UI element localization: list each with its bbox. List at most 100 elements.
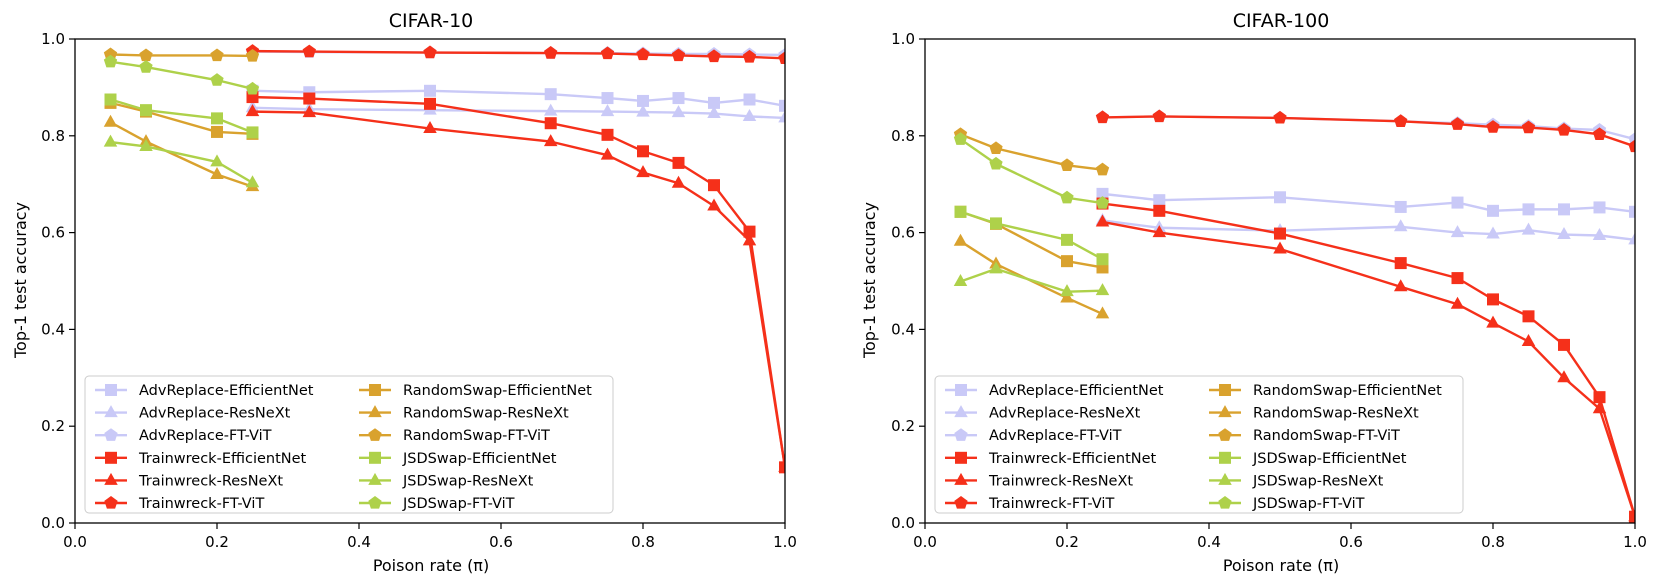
data-point: [707, 106, 721, 119]
legend-label: AdvReplace-ResNeXt: [139, 406, 291, 422]
data-point: [1095, 214, 1110, 227]
data-point: [953, 132, 968, 145]
legend-marker: [368, 472, 382, 485]
legend-label: RandomSwap-ResNeXt: [403, 406, 569, 422]
data-point: [1152, 225, 1167, 238]
data-point: [1060, 190, 1074, 204]
data-point: [1558, 338, 1570, 351]
data-point: [1095, 196, 1110, 209]
y-tick-label: 0.0: [41, 514, 65, 532]
legend-label: Trainwreck-ResNeXt: [988, 473, 1133, 489]
data-point: [600, 104, 615, 117]
y-tick-label: 0.4: [41, 320, 65, 338]
legend-label: AdvReplace-ResNeXt: [989, 406, 1141, 422]
data-point: [1487, 293, 1499, 306]
data-point: [989, 141, 1003, 155]
data-point: [139, 138, 153, 151]
legend-entry: JSDSwap-ResNeXt: [359, 472, 534, 489]
y-tick-label: 1.0: [891, 30, 915, 48]
data-point: [742, 233, 757, 246]
y-tick-label: 0.6: [41, 224, 65, 242]
data-point: [1095, 110, 1110, 124]
data-point: [1152, 109, 1166, 123]
data-point: [424, 97, 436, 110]
data-point: [1450, 117, 1465, 130]
legend-entry: JSDSwap-FT-ViT: [359, 496, 515, 512]
data-point: [245, 81, 260, 95]
chart-title: CIFAR-10: [389, 10, 474, 32]
data-point: [636, 165, 650, 178]
data-point: [1060, 158, 1074, 171]
data-point: [1096, 187, 1109, 200]
data-point: [1274, 227, 1286, 240]
data-point: [743, 225, 756, 238]
legend-entry: Trainwreck-FT-ViT: [95, 496, 264, 512]
series-line: [252, 89, 785, 107]
legend-marker: [1219, 384, 1231, 396]
legend-entry: Trainwreck-ResNeXt: [945, 472, 1133, 489]
data-point: [778, 51, 785, 65]
x-tick-label: 1.0: [1623, 533, 1647, 551]
series-JSDSwap-ResNeXt: [103, 134, 260, 188]
series-line: [1102, 192, 1635, 213]
legend-label: Trainwreck-EfficientNet: [138, 451, 307, 467]
series-line: [110, 60, 253, 91]
data-point: [210, 167, 224, 180]
legend-entry: RandomSwap-FT-ViT: [359, 428, 550, 444]
data-point: [210, 48, 224, 62]
x-tick-label: 1.0: [773, 533, 797, 551]
data-point: [1061, 233, 1073, 246]
series-line: [1102, 220, 1635, 518]
plot-area: [953, 109, 1635, 523]
data-point: [210, 73, 224, 86]
plot-area: [103, 44, 785, 474]
data-point: [303, 92, 316, 105]
legend-entry: JSDSwap-FT-ViT: [1209, 496, 1365, 512]
series-line: [1102, 219, 1635, 242]
series-line: [110, 140, 254, 184]
legend-label: RandomSwap-ResNeXt: [1253, 406, 1419, 422]
data-point: [1394, 114, 1408, 127]
data-point: [139, 60, 153, 73]
y-tick-label: 1.0: [41, 30, 65, 48]
legend-entry: JSDSwap-EfficientNet: [1209, 451, 1407, 467]
legend-label: RandomSwap-FT-ViT: [403, 428, 550, 444]
data-point: [1486, 315, 1500, 328]
legend-entry: RandomSwap-EfficientNet: [359, 383, 592, 399]
data-point: [636, 47, 650, 61]
data-point: [1521, 222, 1536, 235]
legend-marker: [105, 451, 117, 464]
legend-marker: [105, 384, 117, 396]
data-point: [671, 48, 686, 62]
data-point: [1450, 225, 1465, 238]
x-axis-label: Poison rate (π): [1223, 556, 1339, 575]
data-point: [672, 92, 685, 105]
y-tick-label: 0.4: [891, 320, 915, 338]
y-axis-label: Top-1 test accuracy: [11, 202, 30, 359]
data-point: [1095, 306, 1110, 319]
data-point: [139, 48, 153, 62]
x-tick-label: 0.8: [1481, 533, 1505, 551]
y-tick-label: 0.2: [891, 417, 915, 435]
data-point: [543, 103, 558, 116]
data-point: [1274, 191, 1286, 204]
legend-entry: RandomSwap-ResNeXt: [1209, 405, 1419, 422]
legend-label: Trainwreck-EfficientNet: [988, 451, 1157, 467]
data-point: [544, 117, 557, 130]
data-point: [544, 46, 558, 59]
data-point: [1521, 334, 1536, 346]
axes-frame: [924, 38, 1636, 524]
legend-label: RandomSwap-EfficientNet: [403, 383, 592, 399]
x-tick-label: 0.0: [913, 533, 937, 551]
legend-label: JSDSwap-ResNeXt: [1252, 473, 1384, 489]
data-point: [707, 49, 721, 63]
legend: AdvReplace-EfficientNet AdvReplace-ResNeX…: [934, 375, 1464, 514]
data-point: [1592, 127, 1607, 141]
data-point: [708, 96, 720, 109]
data-point: [637, 145, 649, 158]
data-point: [1593, 201, 1606, 214]
legend-entry: RandomSwap-ResNeXt: [359, 405, 569, 422]
data-point: [636, 104, 650, 117]
data-point: [989, 261, 1003, 274]
data-point: [778, 459, 785, 472]
